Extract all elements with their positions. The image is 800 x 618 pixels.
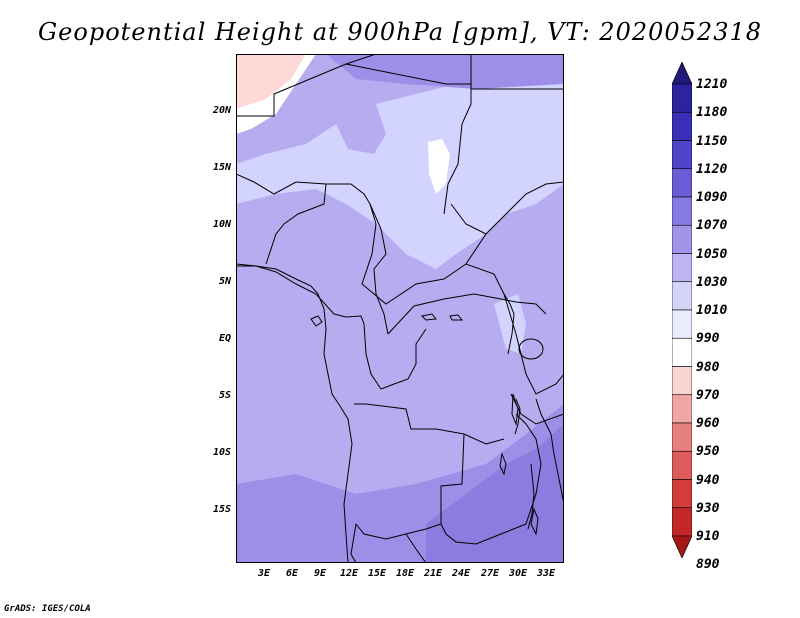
field-region-central-north xyxy=(336,84,386,154)
field-region-southeast xyxy=(426,424,564,563)
colorbar-label: 1180 xyxy=(696,105,728,121)
lat-label: 15S xyxy=(212,504,231,515)
lon-label: 15E xyxy=(367,568,387,579)
field-region-low-north xyxy=(236,54,306,109)
colorbar-label: 940 xyxy=(696,472,720,488)
colorbar-label: 1210 xyxy=(696,77,728,92)
lat-label: 20N xyxy=(212,105,231,116)
colorbar-label: 990 xyxy=(696,331,720,347)
colorbar-swatch xyxy=(672,394,692,424)
colorbar-swatch xyxy=(672,450,692,480)
lon-label: 27E xyxy=(480,568,500,579)
field-region-east-rift xyxy=(494,294,526,354)
lon-label: 18E xyxy=(395,568,415,579)
colorbar-label: 1010 xyxy=(696,303,728,318)
lon-label: 33E xyxy=(536,568,556,579)
lat-label: 10N xyxy=(212,219,231,230)
lat-label: 10S xyxy=(212,447,231,458)
lakes xyxy=(499,338,544,536)
map-svg xyxy=(236,54,564,563)
colorbar-label: 1050 xyxy=(696,246,728,262)
colorbar-swatch xyxy=(672,168,692,198)
colorbar-label: 1150 xyxy=(696,133,728,149)
colorbar-label: 910 xyxy=(696,529,720,544)
colorbar-label: 1070 xyxy=(696,218,728,234)
lat-label: 15N xyxy=(212,162,231,173)
colorbar-label: 970 xyxy=(696,387,720,403)
field-region-top xyxy=(326,54,564,89)
colorbar-top-arrow xyxy=(672,62,692,85)
credit-text: GrADS: IGES/COLA xyxy=(4,604,91,614)
lon-label: 3E xyxy=(257,568,271,579)
colorbar-swatch xyxy=(672,337,692,367)
colorbar-swatch xyxy=(672,309,692,339)
colorbar-label: 980 xyxy=(696,359,720,375)
map-panel xyxy=(236,54,564,563)
colorbar xyxy=(672,62,692,558)
colorbar-swatch xyxy=(672,366,692,396)
lon-label: 6E xyxy=(285,568,299,579)
lon-label: 9E xyxy=(313,568,327,579)
colorbar-swatch xyxy=(672,507,692,537)
field-region-sahel xyxy=(236,74,564,269)
colorbar-label: 1030 xyxy=(696,274,728,290)
colorbar-label: 950 xyxy=(696,444,720,460)
colorbar-bottom-arrow xyxy=(672,535,692,558)
map-frame xyxy=(236,54,564,563)
colorbar-label: 1120 xyxy=(696,161,728,177)
colorbar-label: 930 xyxy=(696,500,720,516)
lon-label: 12E xyxy=(339,568,359,579)
colorbar-swatch xyxy=(672,224,692,254)
lat-label: EQ xyxy=(218,333,231,344)
colorbar-label: 890 xyxy=(696,557,720,573)
colorbar-swatch xyxy=(672,111,692,141)
lon-label: 21E xyxy=(423,568,443,579)
colorbar-swatch xyxy=(672,479,692,509)
lon-label: 24E xyxy=(451,568,471,579)
lat-label: 5N xyxy=(218,276,231,287)
lat-label: 5S xyxy=(218,390,231,401)
colorbar-swatch xyxy=(672,83,692,113)
colorbar-label: 960 xyxy=(696,416,720,431)
lon-label: 30E xyxy=(508,568,528,579)
colorbar-swatch xyxy=(672,196,692,226)
colorbar-swatch xyxy=(672,253,692,283)
coastline xyxy=(236,265,564,563)
colorbar-label: 1090 xyxy=(696,190,728,205)
country-borders xyxy=(236,54,564,563)
field-region-spot xyxy=(428,139,450,194)
colorbar-swatch xyxy=(672,281,692,311)
chart-title: Geopotential Height at 900hPa [gpm], VT:… xyxy=(38,18,762,46)
colorbar-swatch xyxy=(672,140,692,170)
colorbar-swatch xyxy=(672,422,692,452)
